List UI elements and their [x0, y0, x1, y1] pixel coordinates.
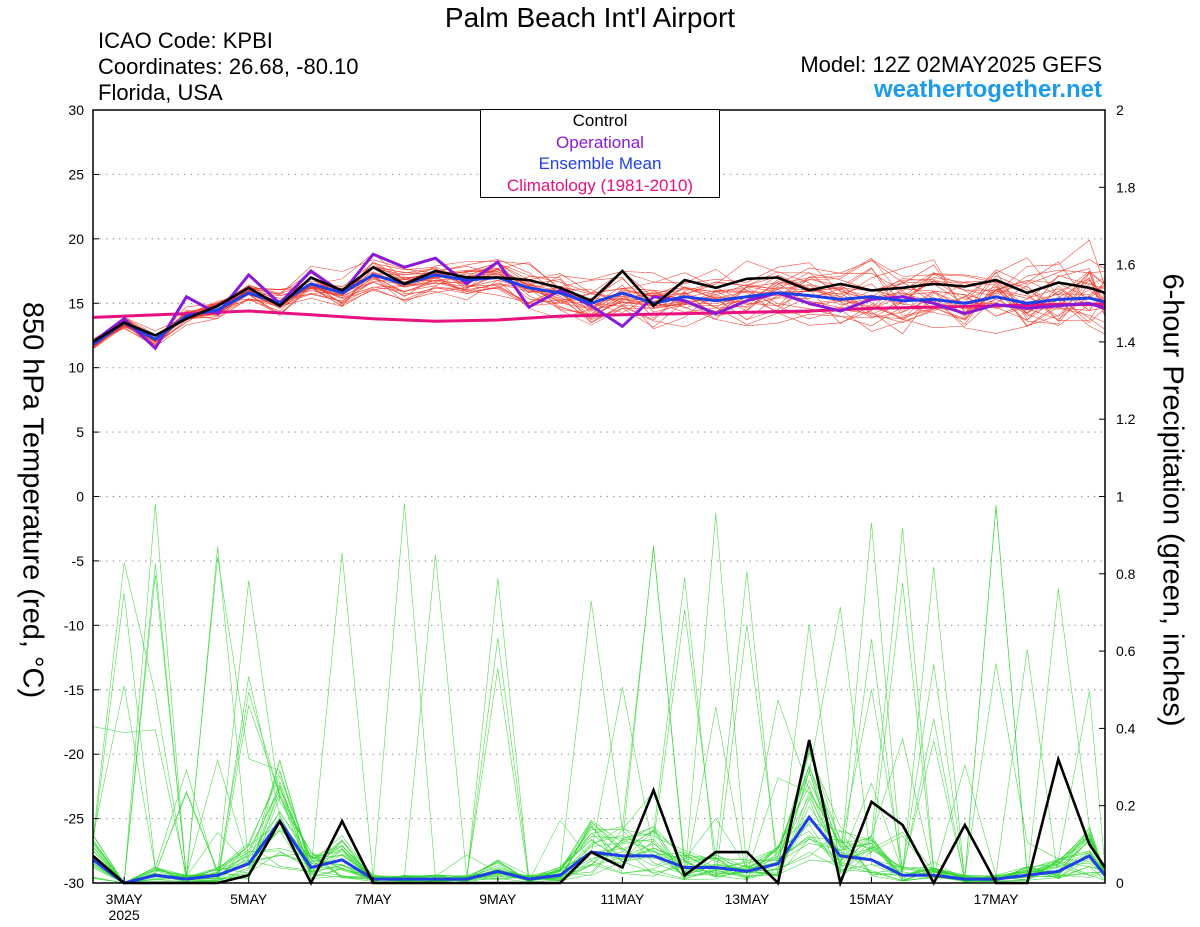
legend-climatology: Climatology (1981-2010) [506, 175, 694, 195]
legend: Control Operational Ensemble Mean Climat… [480, 109, 720, 198]
y-right-tick-label: 0 [1116, 875, 1124, 891]
precip-member-line [92, 553, 1106, 884]
precip-member-line [92, 588, 1106, 884]
precip-member-line [92, 663, 1106, 884]
temperature-member-line [92, 259, 1106, 345]
y-left-tick-label: 0 [76, 489, 84, 505]
model-run: Model: 12Z 02MAY2025 GEFS [800, 52, 1102, 77]
y-left-tick-label: 30 [68, 102, 84, 118]
precip-member-line [92, 577, 1106, 884]
legend-control: Control [572, 111, 628, 130]
temperature-member-line [92, 261, 1106, 342]
precip-member-line [92, 554, 1106, 883]
y-right-tick-label: 0.2 [1116, 798, 1136, 814]
precip-member-line [92, 770, 1106, 884]
y-left-tick-label: -20 [64, 746, 84, 762]
x-tick-label: 9MAY [479, 891, 517, 907]
precip-member-line [92, 513, 1106, 884]
chart-title: Palm Beach Int'l Airport [444, 2, 736, 33]
x-tick-label: 7MAY [355, 891, 393, 907]
y-left-tick-label: -5 [72, 553, 85, 569]
x-tick-label: 5MAY [230, 891, 268, 907]
y-right-tick-label: 0.8 [1116, 566, 1136, 582]
y-right-tick-label: 1.2 [1116, 411, 1136, 427]
y-left-tick-label: -25 [64, 811, 84, 827]
y-left-tick-label: 20 [68, 231, 84, 247]
x-tick-label: 15MAY [849, 891, 895, 907]
x-tick-label: 17MAY [974, 891, 1020, 907]
precip-ensemble-mean-line [92, 814, 1107, 885]
temperature-member-line [92, 252, 1106, 343]
icao-code: ICAO Code: KPBI [98, 28, 273, 53]
y-right-tick-label: 0.4 [1116, 720, 1136, 736]
site-link[interactable]: weathertogether.net [873, 76, 1102, 103]
temperature-operational-line [92, 252, 1106, 351]
x-tick-label: 3MAY [106, 891, 144, 907]
y-left-tick-label: -15 [64, 682, 84, 698]
y-right-tick-label: 1.6 [1116, 257, 1136, 273]
precip-member-line [92, 791, 1106, 884]
y-left-tick-label: 5 [76, 424, 84, 440]
legend-ensemble-mean: Ensemble Mean [538, 154, 662, 173]
legend-operational: Operational [556, 132, 644, 152]
precip-member-line [92, 503, 1106, 884]
precip-member-line [92, 609, 1106, 884]
x-tick-label: 11MAY [600, 891, 644, 907]
temperature-member-line [92, 258, 1106, 342]
precip-member-line [92, 578, 1106, 884]
y-right-tick-label: 2 [1116, 102, 1124, 118]
y-left-tick-label: 15 [68, 295, 84, 311]
y-left-tick-label: 10 [68, 360, 84, 376]
y-left-tick-label: -10 [64, 617, 84, 633]
precip-member-line [92, 600, 1106, 884]
y-right-tick-label: 0.6 [1116, 643, 1136, 659]
temperature-member-line [92, 273, 1106, 341]
y-right-tick-label: 1.8 [1116, 179, 1136, 195]
y-right-tick-label: 1.4 [1116, 334, 1136, 350]
x-tick-label: 13MAY [724, 891, 770, 907]
temperature-control-line [92, 265, 1106, 344]
precip-member-line [92, 557, 1106, 884]
x-year-label: 2025 [109, 907, 140, 923]
precip-member-line [92, 686, 1106, 884]
y-left-tick-label: -30 [64, 875, 84, 891]
y-left-tick-label: 25 [68, 166, 84, 182]
plot-frame [92, 109, 1106, 884]
precip-control-line [92, 739, 1107, 888]
y-right-tick-label: 1 [1116, 489, 1124, 505]
coordinates: Coordinates: 26.68, -80.10 [98, 54, 359, 79]
region: Florida, USA [98, 80, 223, 105]
